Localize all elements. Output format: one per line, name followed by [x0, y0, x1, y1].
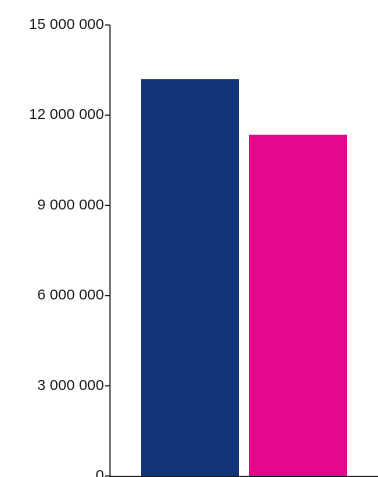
y-tick-label: 12 000 000: [29, 106, 104, 123]
y-tick-label: 15 000 000: [29, 16, 104, 33]
bar-1: [141, 79, 239, 477]
y-axis-ticks: 0 3 000 000 6 000 000 9 000 000 12 000 000 15…: [29, 16, 110, 477]
y-tick-label: 3 000 000: [37, 377, 104, 394]
bar-2: [249, 134, 347, 476]
y-tick-label: 9 000 000: [37, 196, 104, 213]
y-tick-label: 6 000 000: [37, 287, 104, 304]
y-tick-label: 0: [96, 467, 104, 477]
bars: [141, 79, 347, 477]
